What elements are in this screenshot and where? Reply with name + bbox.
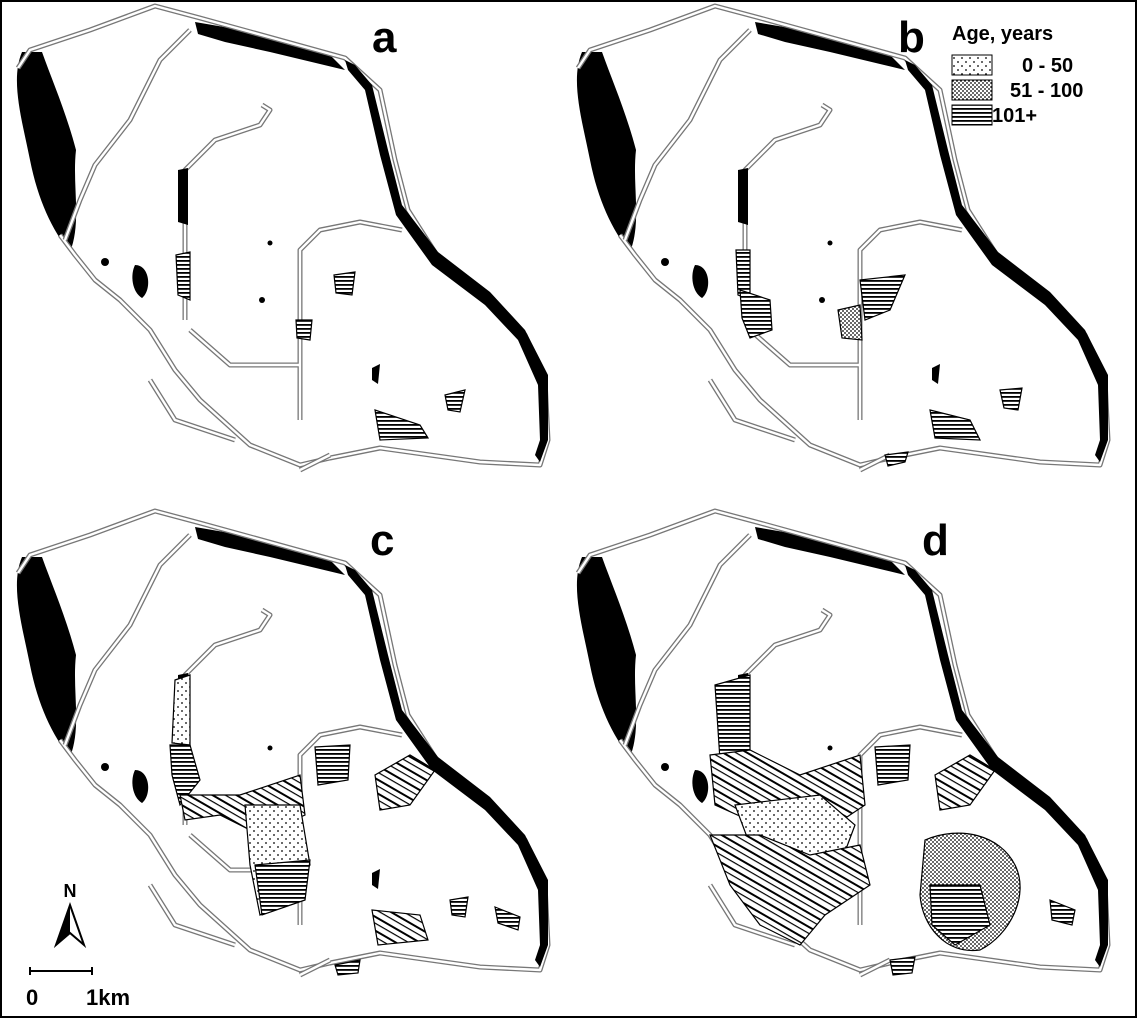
stand: [176, 252, 190, 300]
panel-label: a: [372, 13, 397, 62]
legend-title: Age, years: [952, 23, 1053, 45]
legend-label: 0 - 50: [1022, 55, 1073, 77]
panel-label: d: [922, 516, 949, 565]
legend-swatch: [952, 55, 992, 75]
stand: [875, 745, 910, 785]
stand: [315, 745, 350, 785]
page: a b Age, years 0 - 50 51 - 100 101+: [0, 0, 1137, 1018]
legend-label: 101+: [992, 105, 1037, 127]
stand: [838, 305, 862, 340]
panel-label: b: [898, 13, 925, 62]
stand: [172, 675, 190, 745]
legend-swatch: [952, 105, 992, 125]
stand: [1000, 388, 1022, 410]
legend-swatch: [952, 80, 992, 100]
panel-label: c: [370, 516, 394, 565]
legend-label: 51 - 100: [1010, 80, 1083, 102]
stand: [334, 272, 355, 295]
scale-end: 1km: [86, 985, 130, 1010]
stand: [372, 910, 428, 945]
stand: [296, 320, 312, 340]
north-label: N: [64, 881, 77, 901]
figure: a b Age, years 0 - 50 51 - 100 101+: [0, 0, 1137, 1018]
stand: [890, 957, 915, 975]
scale-start: 0: [26, 985, 38, 1010]
stand: [715, 675, 750, 760]
stand: [450, 897, 468, 917]
